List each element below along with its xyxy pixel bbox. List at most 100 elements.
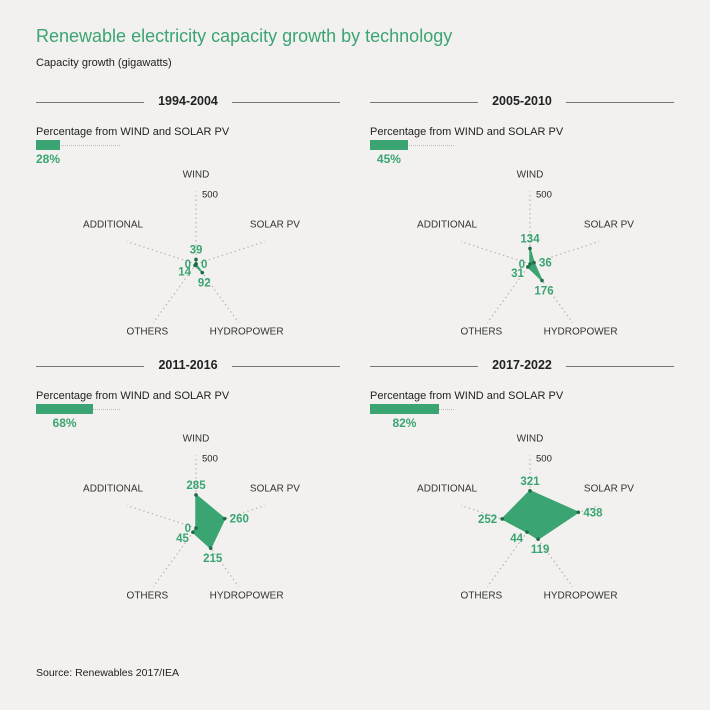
- value-label-hydropower: 215: [203, 553, 223, 565]
- value-label-solar-pv: 260: [230, 514, 249, 526]
- data-point-solar-pv: [532, 260, 536, 265]
- axis-label-others: OTHERS: [461, 591, 503, 602]
- axis-label-hydropower: HYDROPOWER: [210, 327, 284, 338]
- period-label: 1994-2004: [158, 94, 218, 108]
- radar-panel-2005-2010: 2005-2010 Percentage from WIND and SOLAR…: [370, 94, 674, 394]
- header-rule-left: [36, 366, 144, 367]
- axis-guide-additional: [126, 241, 197, 265]
- data-point-hydropower: [540, 278, 544, 283]
- value-label-hydropower: 176: [534, 286, 553, 298]
- data-point-additional: [528, 262, 532, 266]
- radar-chart: 500 WIND SOLAR PV HYDROPOWER OTHERS ADDITIONA…: [83, 170, 300, 338]
- header-rule-right: [566, 102, 674, 103]
- percentage-bar: [36, 404, 94, 414]
- value-label-wind: 285: [186, 480, 206, 492]
- value-label-wind: 39: [190, 244, 203, 256]
- radar-chart: 500 WIND SOLAR PV HYDROPOWER OTHERS ADDITIONA…: [83, 434, 300, 602]
- radar-area: [527, 247, 543, 282]
- axis-label-hydropower: HYDROPOWER: [210, 591, 284, 602]
- axis-label-solar-pv: SOLAR PV: [250, 484, 300, 495]
- axis-guide-hydropower: [529, 263, 574, 324]
- axis-max-label: 500: [202, 454, 218, 465]
- axis-max-label: 500: [536, 190, 552, 201]
- radar-panel-2011-2016: 2011-2016 Percentage from WIND and SOLAR…: [36, 358, 340, 658]
- data-point-wind: [194, 493, 198, 497]
- axis-label-solar-pv: SOLAR PV: [584, 220, 634, 231]
- header-rule-left: [370, 366, 478, 367]
- panel-header: 2011-2016: [36, 358, 340, 374]
- data-point-wind: [528, 246, 532, 251]
- header-rule-right: [566, 366, 674, 367]
- panel-header: 1994-2004: [36, 94, 340, 110]
- value-label-additional: 252: [478, 514, 497, 526]
- percentage-value: 68%: [52, 416, 77, 430]
- axis-label-additional: ADDITIONAL: [417, 220, 477, 231]
- panel-header: 2005-2010: [370, 94, 674, 110]
- radar-area: [192, 494, 226, 549]
- axis-label-wind: WIND: [517, 170, 544, 181]
- percentage-bar: [36, 140, 60, 150]
- header-rule-left: [36, 102, 144, 103]
- percentage-value: 28%: [36, 152, 61, 166]
- data-point-hydropower: [208, 546, 213, 550]
- axis-guide-additional: [460, 241, 531, 265]
- axis-guide-hydropower: [529, 527, 574, 588]
- percentage-track: [36, 145, 120, 146]
- period-label: 2005-2010: [492, 94, 552, 108]
- axis-guide-additional: [460, 505, 531, 529]
- axis-label-wind: WIND: [183, 170, 210, 181]
- percentage-value: 45%: [376, 152, 401, 166]
- header-rule-left: [370, 102, 478, 103]
- percentage-label: Percentage from WIND and SOLAR PV: [36, 390, 230, 402]
- axis-label-hydropower: HYDROPOWER: [544, 327, 618, 338]
- axis-guide-others: [486, 527, 531, 588]
- value-label-hydropower: 119: [531, 544, 550, 556]
- header-rule-right: [232, 366, 340, 367]
- value-label-additional: 0: [185, 523, 191, 535]
- source-note: Source: Renewables 2017/IEA: [36, 667, 180, 679]
- axis-label-others: OTHERS: [461, 327, 503, 338]
- radar-panel-1994-2004: 1994-2004 Percentage from WIND and SOLAR…: [36, 94, 340, 394]
- axis-guide-others: [486, 263, 531, 324]
- percentage-label: Percentage from WIND and SOLAR PV: [370, 126, 564, 138]
- value-label-additional: 0: [185, 259, 191, 271]
- period-label: 2011-2016: [158, 358, 218, 372]
- axis-label-additional: ADDITIONAL: [83, 220, 143, 231]
- percentage-bar: [370, 140, 408, 150]
- data-point-wind: [194, 257, 198, 262]
- value-label-additional: 0: [519, 259, 525, 271]
- value-label-others: 14: [178, 266, 191, 278]
- axis-label-wind: WIND: [517, 434, 544, 445]
- data-point-additional: [194, 526, 198, 530]
- radar-area: [501, 490, 580, 540]
- chart-title: Renewable electricity capacity growth by…: [36, 26, 453, 46]
- axis-guide-others: [152, 263, 197, 324]
- value-label-others: 44: [510, 533, 523, 545]
- value-label-hydropower: 92: [198, 278, 211, 290]
- axis-label-solar-pv: SOLAR PV: [250, 220, 300, 231]
- axis-guide-solar-pv: [529, 241, 600, 265]
- data-point-solar-pv: [222, 516, 227, 521]
- data-point-wind: [528, 488, 532, 493]
- axis-guide-solar-pv: [195, 241, 266, 265]
- axis-guide-additional: [126, 505, 197, 529]
- axis-label-solar-pv: SOLAR PV: [584, 484, 634, 495]
- axis-guide-others: [152, 527, 197, 588]
- axis-guide-hydropower: [195, 527, 240, 588]
- axis-label-hydropower: HYDROPOWER: [544, 591, 618, 602]
- data-point-others: [526, 265, 530, 269]
- axis-max-label: 500: [536, 454, 552, 465]
- period-label: 2017-2022: [492, 358, 552, 372]
- axis-label-others: OTHERS: [127, 591, 169, 602]
- data-point-hydropower: [536, 537, 540, 541]
- percentage-track: [370, 145, 454, 146]
- data-point-additional: [194, 262, 198, 266]
- radar-chart: 500 WIND SOLAR PV HYDROPOWER OTHERS ADDITIONA…: [417, 434, 634, 602]
- value-label-others: 31: [511, 268, 524, 280]
- header-rule-right: [232, 102, 340, 103]
- percentage-label: Percentage from WIND and SOLAR PV: [370, 390, 564, 402]
- radar-chart: 500 WIND SOLAR PV HYDROPOWER OTHERS ADDITIONA…: [417, 170, 634, 338]
- value-label-wind: 321: [520, 476, 540, 488]
- axis-guide-hydropower: [195, 263, 240, 324]
- value-label-solar-pv: 36: [539, 258, 552, 270]
